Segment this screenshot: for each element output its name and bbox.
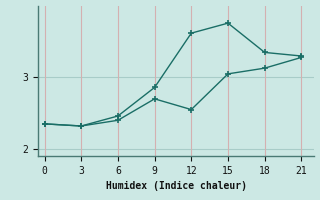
- X-axis label: Humidex (Indice chaleur): Humidex (Indice chaleur): [106, 181, 246, 191]
